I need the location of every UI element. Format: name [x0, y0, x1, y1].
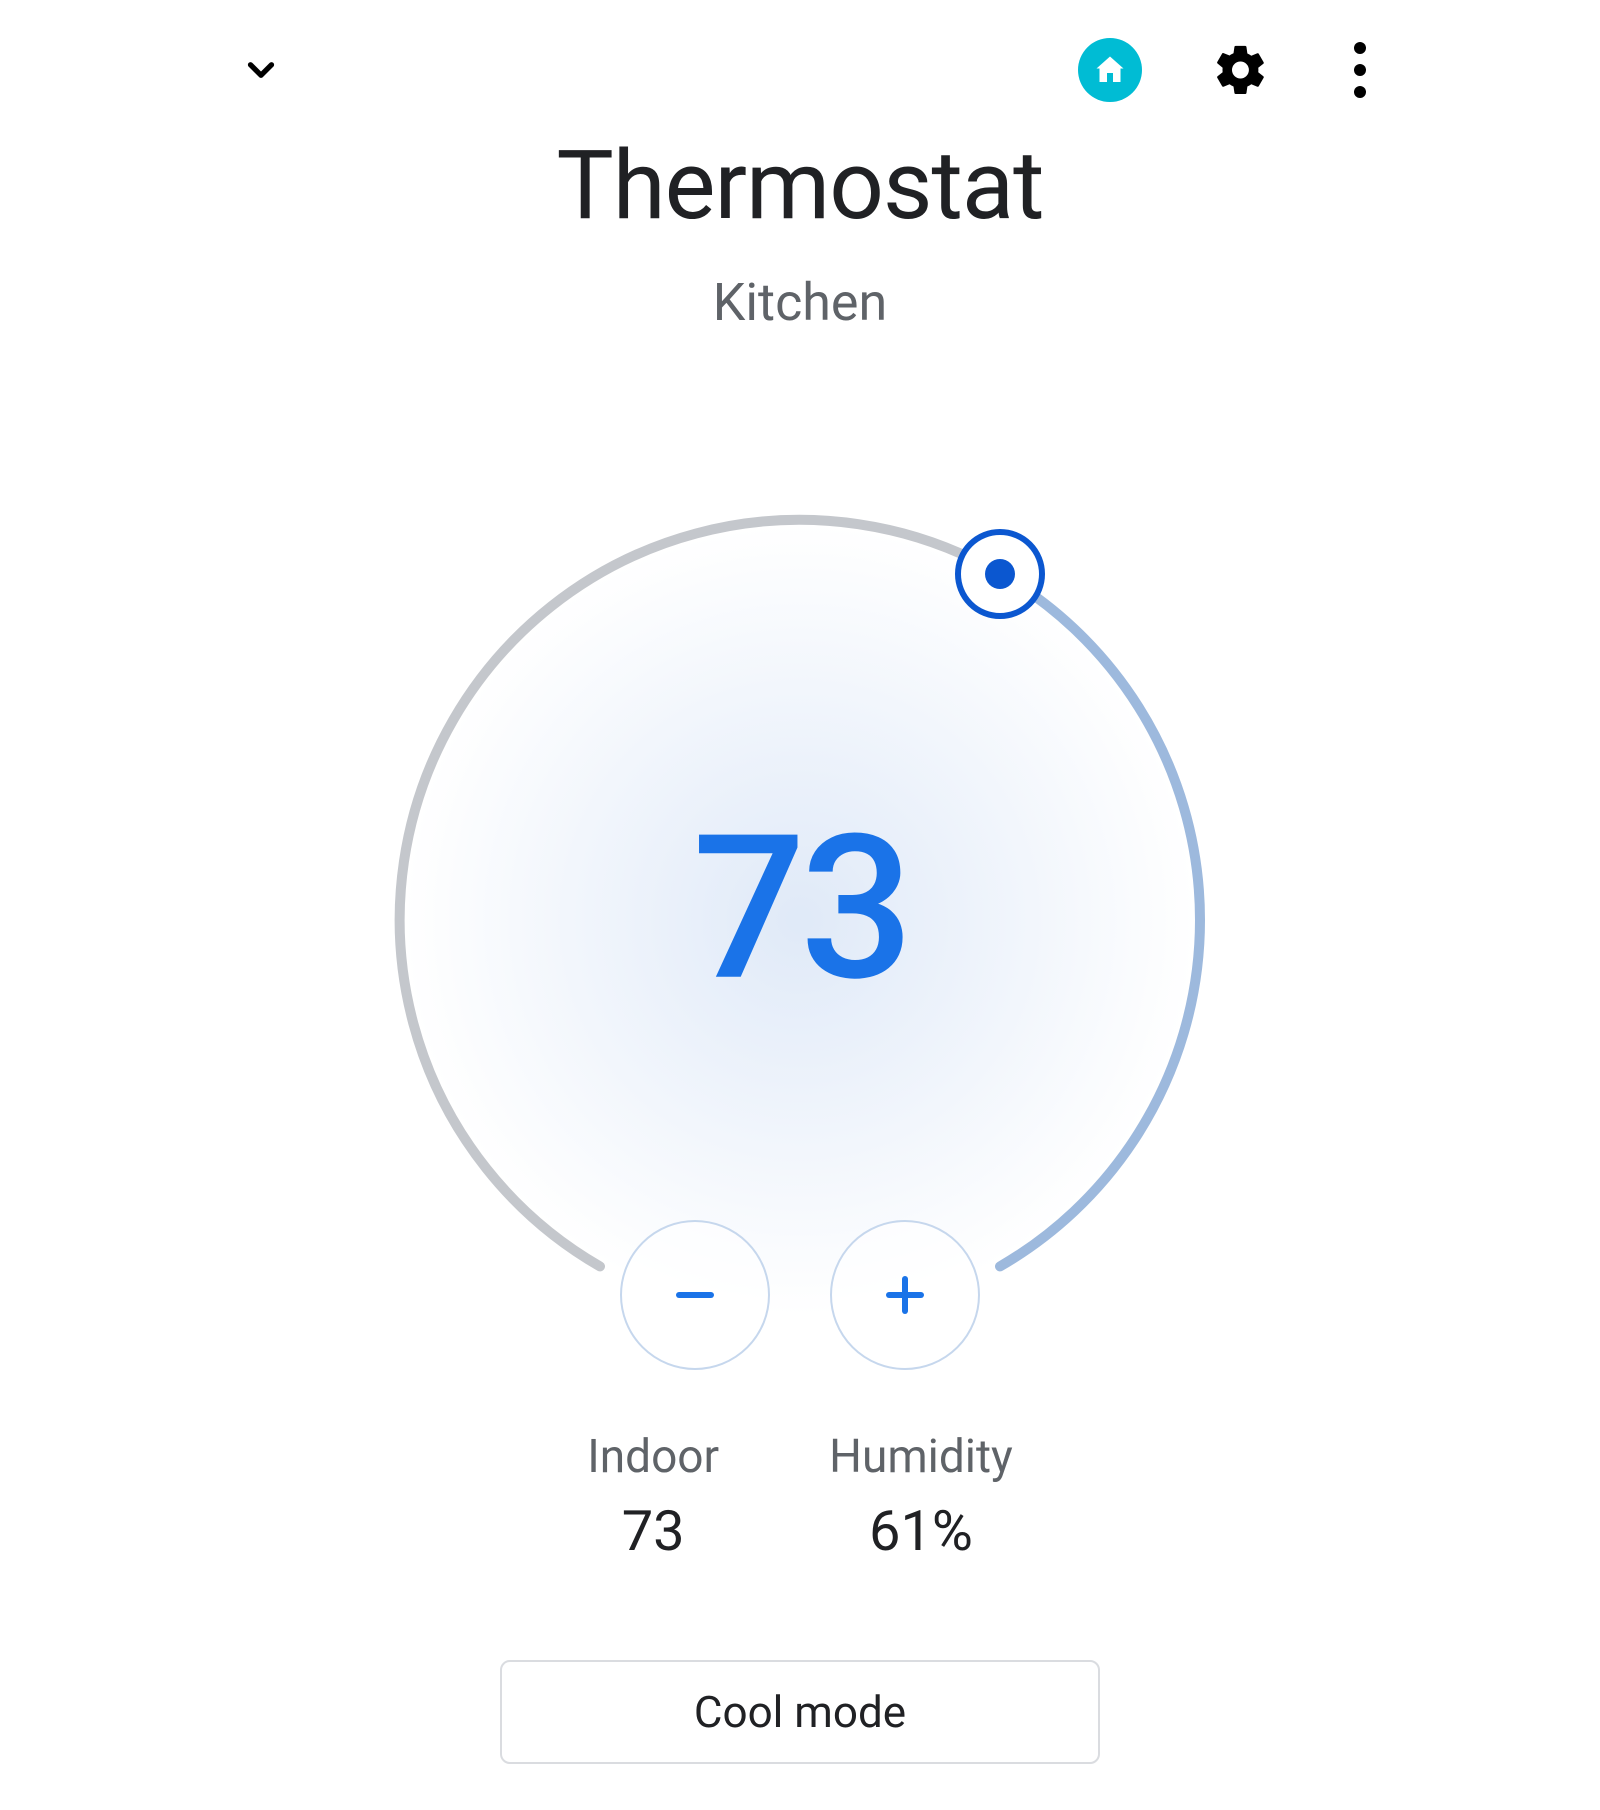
room-label: Kitchen: [0, 272, 1600, 333]
dial-handle[interactable]: [955, 529, 1045, 619]
home-icon[interactable]: [1078, 38, 1142, 102]
top-bar: [0, 20, 1600, 120]
page-title: Thermostat: [0, 130, 1600, 242]
mode-button-label: Cool mode: [694, 1686, 906, 1738]
temperature-dial[interactable]: 73: [360, 480, 1240, 1360]
humidity-value: 61%: [829, 1498, 1013, 1564]
indoor-label: Indoor: [587, 1430, 719, 1484]
more-icon[interactable]: [1340, 41, 1380, 99]
gear-icon[interactable]: [1212, 41, 1270, 99]
increase-temp-button[interactable]: [830, 1220, 980, 1370]
indoor-stat: Indoor 73: [587, 1430, 719, 1564]
chevron-down-icon[interactable]: [240, 49, 282, 91]
temp-adjust-row: [620, 1220, 980, 1370]
humidity-stat: Humidity 61%: [829, 1430, 1013, 1564]
humidity-label: Humidity: [829, 1430, 1013, 1484]
indoor-value: 73: [587, 1498, 719, 1564]
decrease-temp-button[interactable]: [620, 1220, 770, 1370]
thermostat-screen: Thermostat Kitchen 73: [0, 0, 1600, 1810]
set-temperature: 73: [692, 791, 907, 1026]
title-block: Thermostat Kitchen: [0, 130, 1600, 333]
mode-button[interactable]: Cool mode: [500, 1660, 1100, 1764]
stats-row: Indoor 73 Humidity 61%: [587, 1430, 1013, 1564]
